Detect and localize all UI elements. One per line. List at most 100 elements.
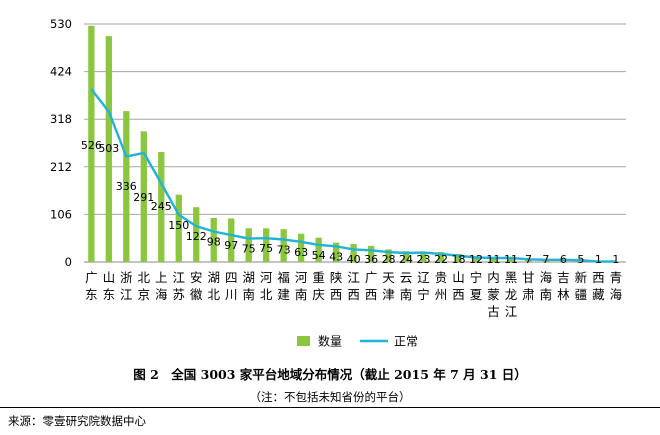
x-tick-char: 新 [575, 270, 588, 285]
x-tick-char: 上 [155, 270, 168, 285]
x-tick-char: 南 [242, 287, 255, 302]
grid-lines [84, 23, 626, 263]
bar-data-label: 245 [151, 200, 172, 213]
x-tick-char: 疆 [575, 287, 588, 302]
bar-data-label: 1 [595, 253, 602, 266]
x-tick-label: 湖南 [242, 270, 255, 302]
x-tick-char: 京 [138, 287, 151, 302]
x-tick-char: 陕 [330, 270, 343, 285]
x-tick-char: 南 [540, 287, 553, 302]
bar-data-label: 28 [382, 253, 396, 266]
x-tick-label: 云南 [400, 270, 413, 302]
bar-data-label: 291 [133, 191, 154, 204]
bar-data-label: 75 [259, 242, 273, 255]
x-tick-char: 天 [382, 270, 395, 285]
bar-data-label: 18 [452, 253, 466, 266]
divider [0, 407, 660, 408]
x-tick-char: 青 [610, 270, 623, 285]
bar-data-label: 63 [294, 246, 308, 259]
x-tick-char: 宁 [417, 287, 430, 302]
x-tick-label: 湖北 [207, 270, 220, 302]
x-tick-char: 徽 [190, 287, 203, 302]
figure-note: （注：不包括未知省份的平台） [249, 390, 411, 404]
bar [367, 245, 375, 262]
x-tick-label: 青海 [610, 270, 623, 302]
bar-data-label: 75 [242, 243, 256, 256]
bar [437, 252, 445, 262]
x-tick-char: 宁 [470, 270, 483, 285]
bar [332, 242, 340, 262]
bar-data-label: 6 [560, 253, 567, 266]
x-tick-label: 山西 [452, 270, 465, 302]
x-tick-char: 广 [85, 270, 98, 285]
x-tick-char: 建 [277, 287, 290, 302]
x-tick-char: 州 [435, 287, 448, 302]
x-tick-char: 西 [365, 287, 378, 302]
x-tick-char: 广 [365, 270, 378, 285]
x-tick-char: 江 [173, 270, 186, 285]
x-tick-char: 甘 [522, 270, 535, 285]
x-tick-label: 贵州 [435, 270, 448, 302]
bar [245, 228, 252, 262]
bar [490, 257, 497, 262]
x-tick-char: 肃 [522, 287, 535, 302]
bar-data-label: 1 [612, 253, 619, 266]
x-tick-char: 林 [557, 287, 570, 302]
x-tick-label: 河南 [295, 270, 308, 302]
x-tick-char: 湖 [242, 270, 255, 285]
x-tick-char: 安 [190, 270, 203, 285]
legend-label-bar: 数量 [318, 334, 342, 349]
bar [455, 253, 462, 262]
bar-data-label: 23 [417, 253, 431, 266]
x-tick-char: 北 [138, 270, 151, 285]
x-tick-label: 河北 [260, 270, 273, 302]
bar-data-label: 5 [577, 253, 584, 266]
x-tick-label: 吉林 [557, 270, 570, 302]
x-tick-char: 夏 [470, 287, 483, 302]
bar-data-label: 43 [329, 250, 343, 263]
bar [472, 256, 480, 262]
y-tick-label: 0 [65, 255, 72, 269]
bar [105, 36, 112, 262]
x-tick-char: 江 [120, 287, 133, 302]
x-tick-label: 内蒙古 [487, 270, 500, 319]
bar [158, 151, 165, 262]
figure-title: 图 2 全国 3003 家平台地域分布情况（截止 2015 年 7 月 31 日… [133, 367, 527, 382]
x-tick-char: 浙 [120, 270, 133, 285]
x-tick-char: 津 [382, 287, 395, 302]
x-tick-label: 四川 [225, 270, 238, 302]
bar-data-label: 12 [469, 253, 483, 266]
bar [350, 244, 357, 262]
x-tick-char: 贵 [435, 270, 448, 285]
bar-data-label: 36 [364, 253, 378, 266]
bar-data-label: 11 [504, 253, 518, 266]
x-tick-char: 内 [487, 270, 500, 285]
x-tick-char: 藏 [592, 287, 605, 302]
x-tick-char: 河 [260, 270, 273, 285]
bar-data-label: 150 [168, 219, 189, 232]
bar-data-label: 503 [98, 142, 119, 155]
x-tick-char: 川 [225, 287, 238, 302]
x-tick-label: 辽宁 [417, 270, 430, 302]
x-tick-label: 宁夏 [470, 270, 483, 302]
x-tick-char: 苏 [173, 287, 186, 302]
line-path [90, 88, 616, 263]
x-tick-char: 西 [347, 287, 360, 302]
x-tick-char: 东 [85, 287, 98, 302]
x-tick-char: 江 [505, 304, 518, 319]
y-tick-label: 106 [50, 207, 72, 221]
bar [385, 249, 392, 262]
legend-label-line: 正常 [394, 335, 418, 349]
x-tick-label: 甘肃 [522, 270, 535, 302]
x-tick-char: 江 [347, 270, 360, 285]
x-tick-char: 西 [452, 287, 465, 302]
y-tick-label: 530 [50, 17, 72, 31]
bar [280, 229, 287, 262]
bar-data-label: 526 [81, 139, 102, 152]
bar-data-label: 40 [347, 253, 361, 266]
x-tick-char: 海 [540, 270, 553, 285]
source-note: 来源：零壹研究院数据中心 [8, 414, 146, 428]
x-tick-char: 辽 [417, 270, 430, 285]
